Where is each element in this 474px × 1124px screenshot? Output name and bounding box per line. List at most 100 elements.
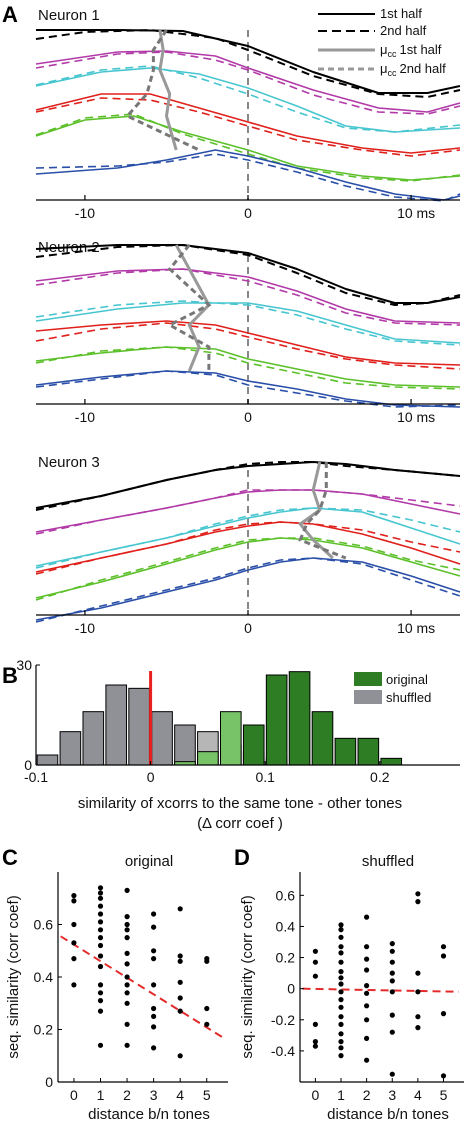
- neuron-1-panel: Neuron 1 -10 0 10 ms: [35, 7, 461, 221]
- scatter-d-point: [312, 1021, 318, 1027]
- neuron-1-mu-first-line: [158, 29, 178, 151]
- neuron-2-trace-cyan-dashed: [35, 300, 461, 346]
- neuron-2-trace-magenta-dashed: [35, 268, 461, 326]
- neuron-3-trace-magenta-dashed: [35, 489, 461, 535]
- scatter-d-point: [338, 1053, 344, 1059]
- scatter-c-point: [151, 924, 157, 930]
- scatter-c-point: [97, 890, 104, 896]
- scatter-c-point: [97, 919, 104, 925]
- panel-letter-d: D: [234, 845, 250, 870]
- panel-letter-b: B: [2, 663, 18, 688]
- histogram-b: -0.1 0 0.1 0.2030originalshuffledsimilarity…: [16, 657, 460, 832]
- legend-a: 1st half 2nd half μcc 1st half μcc 2nd hal…: [318, 6, 446, 78]
- neuron-1-trace-magenta-solid: [35, 50, 461, 113]
- scatter-c-y-label: seq. similarity (corr coef): [5, 895, 22, 1058]
- neuron-1-title: Neuron 1: [38, 7, 100, 24]
- scatter-c: original 0 1 2 3 4 5 0 0.2 0.4 0.6 distance b/n ton…: [5, 853, 228, 1123]
- scatter-c-point: [204, 1021, 210, 1027]
- neuron-2-trace-blue-dashed: [35, 370, 461, 408]
- scatter-d-point: [415, 970, 421, 976]
- scatter-d-y-tick-label: 0.4: [276, 918, 296, 934]
- scatter-d-point: [389, 978, 395, 984]
- neuron-1-trace-black-dashed: [35, 29, 461, 98]
- neuron-2-x-tick-label: 10 ms: [397, 409, 435, 425]
- neuron-3-trace-blue-dashed: [35, 557, 461, 623]
- scatter-d-point: [389, 941, 395, 947]
- neuron-2-trace-red-solid: [35, 320, 461, 366]
- scatter-d-point: [389, 989, 395, 995]
- scatter-c-point: [151, 956, 157, 962]
- legend-mu-symbol-1: μ: [380, 42, 388, 57]
- legend-mu-sub-1: cc: [388, 49, 398, 59]
- neuron-2-trace-magenta-solid: [35, 268, 461, 324]
- scatter-c-point: [124, 974, 130, 980]
- scatter-c-point: [97, 942, 104, 949]
- scatter-d-point: [389, 959, 395, 965]
- scatter-c-x-tick-label: 3: [150, 1087, 158, 1103]
- scatter-c-point: [151, 982, 157, 988]
- hist-original-bar: [357, 737, 380, 766]
- neuron-3-panel: Neuron 3 -10 0 10 ms: [35, 454, 461, 636]
- scatter-c-point: [124, 935, 130, 941]
- scatter-d-point: [338, 959, 344, 965]
- scatter-c-point: [97, 953, 104, 959]
- scatter-c-point: [177, 953, 183, 959]
- scatter-d-point: [364, 956, 370, 962]
- hist-legend-original-swatch: [354, 672, 382, 686]
- neuron-3-trace-cyan-dashed: [35, 507, 461, 569]
- scatter-c-point: [71, 982, 77, 988]
- neuron-3-x-tick-label: 10 ms: [397, 620, 435, 636]
- hist-y-tick-label: 0: [24, 757, 32, 773]
- scatter-d-x-tick-label: 4: [414, 1087, 422, 1103]
- neuron-1-mu-second-line: [124, 29, 200, 152]
- scatter-d-x-label: distance b/n tones: [327, 1106, 449, 1123]
- neuron-2-x-tick-label: 0: [244, 409, 252, 425]
- scatter-c-x-tick-label: 1: [97, 1087, 105, 1103]
- scatter-c-point: [151, 1024, 157, 1030]
- hist-original-bar: [242, 724, 265, 766]
- scatter-d-point: [364, 967, 370, 973]
- scatter-c-point: [151, 948, 157, 954]
- neuron-3-trace-red-dashed: [35, 521, 461, 575]
- scatter-d-y-tick-label: 0: [287, 981, 295, 997]
- neuron-3-trace-cyan-solid: [35, 507, 461, 567]
- scatter-c-point: [204, 1005, 210, 1012]
- scatter-d-point: [338, 989, 344, 995]
- scatter-d-point: [338, 1004, 344, 1010]
- scatter-d-point: [440, 1073, 447, 1079]
- scatter-d: shuffled 0 1 2 3 4 5 -0.4 -0.2 0 0.2 0.4 0.6 distance…: [239, 853, 464, 1123]
- scatter-d-point: [364, 1003, 370, 1009]
- neuron-3-title: Neuron 3: [38, 454, 100, 471]
- scatter-c-x-tick-label: 2: [123, 1087, 131, 1103]
- scatter-c-point: [151, 1045, 157, 1051]
- scatter-c-point: [124, 927, 130, 933]
- scatter-d-point: [389, 1012, 395, 1018]
- scatter-d-point: [364, 1017, 370, 1023]
- scatter-d-trend-line: [302, 987, 459, 993]
- scatter-d-y-tick-label: -0.4: [271, 1043, 295, 1059]
- scatter-d-title: shuffled: [362, 853, 414, 870]
- scatter-d-point: [415, 899, 421, 905]
- neuron-2-trace-blue-solid: [35, 370, 461, 408]
- scatter-d-point: [312, 948, 318, 954]
- scatter-c-point: [97, 963, 104, 970]
- scatter-c-point: [97, 990, 104, 996]
- scatter-c-y-tick-label: 0.2: [34, 1022, 54, 1038]
- scatter-d-point: [338, 1014, 344, 1020]
- scatter-d-y-tick-label: -0.2: [271, 1012, 295, 1028]
- scatter-d-point: [415, 1025, 421, 1031]
- hist-shuffled-bar: [105, 684, 128, 766]
- scatter-d-point: [338, 981, 344, 987]
- scatter-d-point: [364, 983, 370, 989]
- neuron-1-x-tick-label: -10: [75, 205, 95, 221]
- scatter-d-point: [312, 973, 318, 979]
- hist-shuffled-bar: [59, 731, 82, 766]
- scatter-d-point: [364, 990, 370, 996]
- legend-mu-first-text: 1st half: [400, 42, 442, 57]
- neuron-3-x-tick-label: -10: [75, 620, 95, 636]
- neuron-1-trace-red-solid: [35, 93, 461, 154]
- neuron-1-trace-red-dashed: [35, 97, 461, 157]
- scatter-c-point: [151, 911, 157, 917]
- scatter-c-point: [97, 998, 104, 1004]
